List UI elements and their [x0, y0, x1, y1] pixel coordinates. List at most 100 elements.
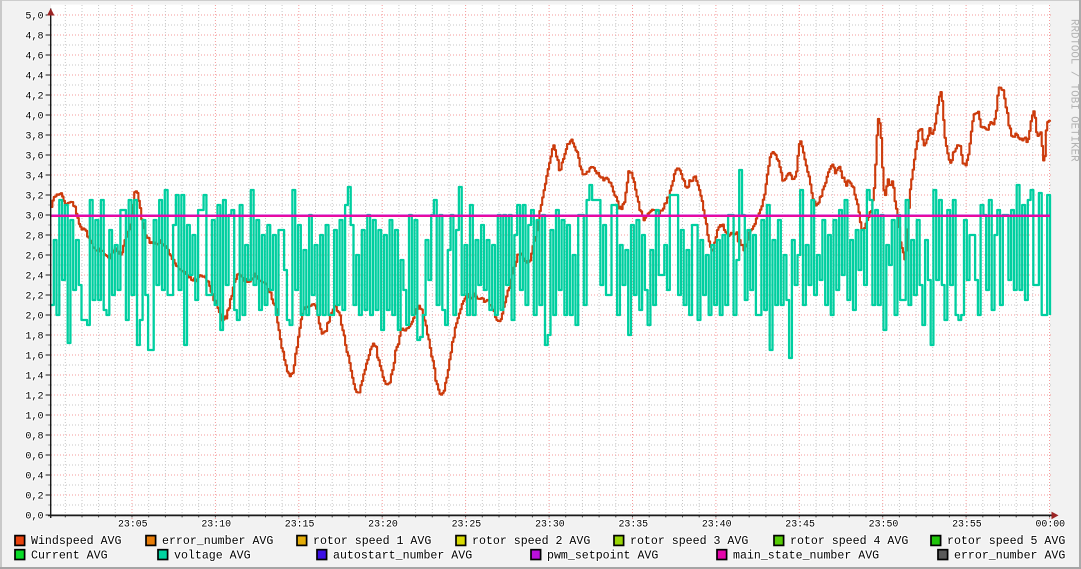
- svg-text:error_number AVG: error_number AVG: [954, 549, 1065, 562]
- svg-text:rotor speed 5 AVG: rotor speed 5 AVG: [947, 535, 1065, 548]
- svg-text:2,0: 2,0: [25, 312, 43, 323]
- svg-text:3,4: 3,4: [25, 172, 43, 183]
- svg-text:pwm_setpoint AVG: pwm_setpoint AVG: [547, 549, 658, 562]
- svg-text:error_number AVG: error_number AVG: [954, 549, 1065, 562]
- svg-text:2,4: 2,4: [25, 272, 43, 283]
- svg-text:23:15: 23:15: [285, 519, 315, 530]
- svg-text:23:30: 23:30: [535, 519, 565, 530]
- svg-text:Windspeed AVG: Windspeed AVG: [31, 535, 121, 548]
- svg-text:4,8: 4,8: [25, 32, 43, 43]
- svg-text:4,8: 4,8: [25, 32, 43, 43]
- svg-text:rotor speed 2 AVG: rotor speed 2 AVG: [472, 535, 590, 548]
- svg-text:0,6: 0,6: [25, 452, 43, 463]
- svg-text:5,0: 5,0: [25, 12, 43, 23]
- svg-text:main_state_number AVG: main_state_number AVG: [733, 549, 879, 562]
- svg-text:3,6: 3,6: [25, 152, 43, 163]
- svg-text:3,6: 3,6: [25, 152, 43, 163]
- svg-text:1,4: 1,4: [25, 372, 43, 383]
- svg-text:2,2: 2,2: [25, 292, 43, 303]
- svg-text:3,4: 3,4: [25, 172, 43, 183]
- svg-text:4,0: 4,0: [25, 112, 43, 123]
- svg-text:0,8: 0,8: [25, 432, 43, 443]
- svg-text:23:55: 23:55: [952, 519, 982, 530]
- svg-text:00:00: 00:00: [1035, 519, 1065, 530]
- svg-text:2,6: 2,6: [25, 252, 43, 263]
- svg-text:1,0: 1,0: [25, 412, 43, 423]
- svg-text:3,0: 3,0: [25, 212, 43, 223]
- svg-text:2,0: 2,0: [25, 312, 43, 323]
- svg-text:23:55: 23:55: [952, 519, 982, 530]
- svg-text:23:15: 23:15: [285, 519, 315, 530]
- svg-text:main_state_number AVG: main_state_number AVG: [733, 549, 879, 562]
- svg-text:4,4: 4,4: [25, 72, 43, 83]
- svg-text:4,4: 4,4: [25, 72, 43, 83]
- svg-text:1,4: 1,4: [25, 372, 43, 383]
- svg-text:rotor speed 1 AVG: rotor speed 1 AVG: [313, 535, 431, 548]
- svg-text:1,6: 1,6: [25, 352, 43, 363]
- svg-text:4,6: 4,6: [25, 52, 43, 63]
- svg-text:0,0: 0,0: [25, 512, 43, 523]
- svg-text:3,2: 3,2: [25, 192, 43, 203]
- svg-text:23:05: 23:05: [118, 519, 148, 530]
- svg-text:2,2: 2,2: [25, 292, 43, 303]
- svg-text:2,6: 2,6: [25, 252, 43, 263]
- svg-text:Current AVG: Current AVG: [31, 549, 108, 562]
- svg-text:voltage AVG: voltage AVG: [174, 549, 251, 562]
- svg-text:voltage AVG: voltage AVG: [174, 549, 251, 562]
- svg-text:4,2: 4,2: [25, 92, 43, 103]
- svg-text:0,2: 0,2: [25, 492, 43, 503]
- svg-text:23:40: 23:40: [702, 519, 732, 530]
- svg-text:error_number AVG: error_number AVG: [162, 535, 273, 548]
- svg-text:Windspeed AVG: Windspeed AVG: [31, 535, 121, 548]
- svg-text:23:10: 23:10: [201, 519, 231, 530]
- svg-text:23:10: 23:10: [201, 519, 231, 530]
- svg-text:3,0: 3,0: [25, 212, 43, 223]
- svg-text:rotor speed 2 AVG: rotor speed 2 AVG: [472, 535, 590, 548]
- svg-text:23:30: 23:30: [535, 519, 565, 530]
- svg-text:0,4: 0,4: [25, 472, 43, 483]
- svg-text:autostart_number AVG: autostart_number AVG: [333, 549, 472, 562]
- svg-text:pwm_setpoint AVG: pwm_setpoint AVG: [547, 549, 658, 562]
- svg-text:1,2: 1,2: [25, 392, 43, 403]
- svg-text:rotor speed 4 AVG: rotor speed 4 AVG: [790, 535, 908, 548]
- svg-text:0,6: 0,6: [25, 452, 43, 463]
- svg-text:23:50: 23:50: [869, 519, 899, 530]
- svg-text:rotor speed 1 AVG: rotor speed 1 AVG: [313, 535, 431, 548]
- svg-text:rotor speed 4 AVG: rotor speed 4 AVG: [790, 535, 908, 548]
- svg-text:23:20: 23:20: [368, 519, 398, 530]
- svg-text:23:50: 23:50: [869, 519, 899, 530]
- svg-text:autostart_number AVG: autostart_number AVG: [333, 549, 472, 562]
- svg-text:1,2: 1,2: [25, 392, 43, 403]
- svg-text:0,4: 0,4: [25, 472, 43, 483]
- svg-text:4,0: 4,0: [25, 112, 43, 123]
- svg-text:1,0: 1,0: [25, 412, 43, 423]
- svg-text:1,8: 1,8: [25, 332, 43, 343]
- svg-text:23:05: 23:05: [118, 519, 148, 530]
- svg-text:23:25: 23:25: [452, 519, 482, 530]
- svg-text:3,2: 3,2: [25, 192, 43, 203]
- svg-text:23:45: 23:45: [785, 519, 815, 530]
- svg-text:rotor speed 3 AVG: rotor speed 3 AVG: [630, 535, 748, 548]
- svg-text:RRDTOOL / TOBI OETIKER: RRDTOOL / TOBI OETIKER: [1068, 19, 1080, 162]
- svg-text:3,8: 3,8: [25, 132, 43, 143]
- svg-text:rotor speed 3 AVG: rotor speed 3 AVG: [630, 535, 748, 548]
- svg-text:23:45: 23:45: [785, 519, 815, 530]
- svg-text:Current AVG: Current AVG: [31, 549, 108, 562]
- svg-text:4,2: 4,2: [25, 92, 43, 103]
- svg-text:0,0: 0,0: [25, 512, 43, 523]
- svg-text:rotor speed 5 AVG: rotor speed 5 AVG: [947, 535, 1065, 548]
- svg-text:0,8: 0,8: [25, 432, 43, 443]
- svg-text:00:00: 00:00: [1035, 519, 1065, 530]
- svg-text:1,8: 1,8: [25, 332, 43, 343]
- svg-text:2,8: 2,8: [25, 232, 43, 243]
- svg-text:23:40: 23:40: [702, 519, 732, 530]
- svg-text:3,8: 3,8: [25, 132, 43, 143]
- svg-text:0,2: 0,2: [25, 492, 43, 503]
- svg-text:2,4: 2,4: [25, 272, 43, 283]
- svg-text:23:25: 23:25: [452, 519, 482, 530]
- svg-text:23:35: 23:35: [618, 519, 648, 530]
- svg-text:23:35: 23:35: [618, 519, 648, 530]
- svg-text:4,6: 4,6: [25, 52, 43, 63]
- svg-text:error_number AVG: error_number AVG: [162, 535, 273, 548]
- svg-text:1,6: 1,6: [25, 352, 43, 363]
